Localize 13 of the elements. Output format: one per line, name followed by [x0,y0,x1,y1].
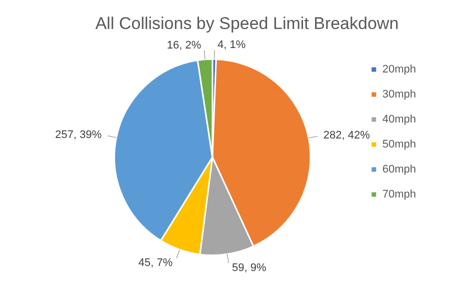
data-label: 45, 7% [138,256,173,269]
legend-label: 30mph [382,88,416,101]
data-label: 282, 42% [323,129,370,142]
legend-label: 20mph [382,64,416,76]
legend-label: 50mph [382,138,416,151]
legend-label: 60mph [382,164,416,176]
data-label: 16, 2% [166,40,202,52]
legend-label: 70mph [382,188,416,201]
data-label: 4, 1% [218,39,246,52]
legend-label: 40mph [382,114,416,126]
chart-title: All Collisions by Speed Limit Breakdown [95,14,399,33]
data-label: 257, 39% [55,128,102,141]
data-label: 59, 9% [232,262,267,274]
